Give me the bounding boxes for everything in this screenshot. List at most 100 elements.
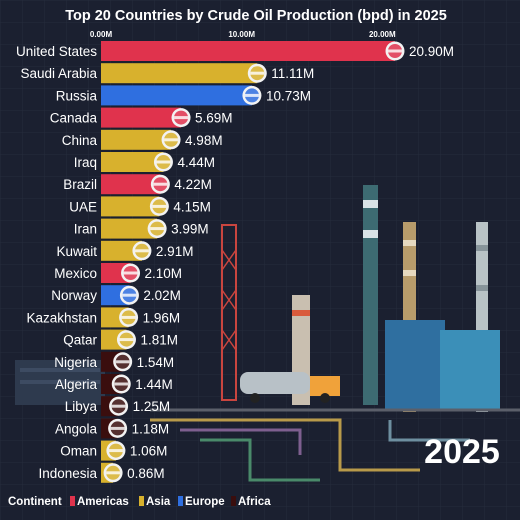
value-label: 4.98M xyxy=(185,133,223,148)
category-label: Libya xyxy=(65,399,98,414)
qatar-flag-icon xyxy=(116,330,136,350)
value-label: 11.11M xyxy=(271,66,314,81)
category-label: Brazil xyxy=(63,177,97,192)
value-label: 1.96M xyxy=(143,310,181,325)
bar xyxy=(101,85,252,106)
bar xyxy=(101,107,182,128)
angola-flag-icon xyxy=(108,418,128,438)
continent-legend: Continent Americas Asia Europe Africa xyxy=(8,496,271,508)
legend-swatch xyxy=(231,496,236,506)
bars-group: United States 20.90M Saudi Arabia 11.11M Rus… xyxy=(16,41,454,483)
bar-row: Indonesia 0.86M xyxy=(38,462,165,483)
category-label: Kuwait xyxy=(56,244,97,259)
bar-row: Angola 1.18M xyxy=(55,418,169,439)
value-label: 4.22M xyxy=(174,177,212,192)
bar-row: China 4.98M xyxy=(62,129,223,150)
uae-flag-icon xyxy=(149,196,169,216)
value-label: 4.15M xyxy=(173,199,211,214)
category-label: Norway xyxy=(51,288,97,303)
legend-item: Asia xyxy=(146,496,171,508)
bar xyxy=(101,196,160,217)
value-label: 20.90M xyxy=(409,44,454,59)
bar-row: Mexico 2.10M xyxy=(54,263,182,283)
category-label: UAE xyxy=(69,199,97,214)
libya-flag-icon xyxy=(109,396,129,416)
value-label: 1.06M xyxy=(130,444,168,459)
x-tick-label: 0.00M xyxy=(90,30,113,39)
bar xyxy=(101,174,161,195)
bar-row: Saudi Arabia 11.11M xyxy=(20,63,314,84)
norway-flag-icon xyxy=(119,285,139,305)
oman-flag-icon xyxy=(106,441,126,461)
canada-flag-icon xyxy=(171,108,191,128)
bar-row: Iran 3.99M xyxy=(74,218,209,239)
algeria-flag-icon xyxy=(111,374,131,394)
bar-row: Algeria 1.44M xyxy=(55,374,173,394)
value-label: 1.25M xyxy=(133,399,171,414)
legend-title: Continent xyxy=(8,496,62,508)
chart-title: Top 20 Countries by Crude Oil Production… xyxy=(65,8,447,24)
bar-row: Libya 1.25M xyxy=(65,396,171,417)
category-label: Saudi Arabia xyxy=(20,66,97,81)
category-label: Oman xyxy=(60,444,97,459)
bar-row: Iraq 4.44M xyxy=(74,152,215,172)
category-label: Mexico xyxy=(54,266,97,281)
kuwait-flag-icon xyxy=(132,241,152,261)
kazakhstan-flag-icon xyxy=(119,307,139,327)
brazil-flag-icon xyxy=(150,174,170,194)
legend-item: Europe xyxy=(185,496,225,508)
x-axis-ticks: 0.00M 10.00M 20.00M xyxy=(90,30,396,39)
bar-row: Canada 5.69M xyxy=(50,107,233,128)
value-label: 1.81M xyxy=(140,333,178,348)
china-flag-icon xyxy=(161,130,181,150)
legend-item: Africa xyxy=(238,496,271,508)
nigeria-flag-icon xyxy=(113,352,133,372)
category-label: Algeria xyxy=(55,377,98,392)
legend-swatch xyxy=(178,496,183,506)
bar-row: Oman 1.06M xyxy=(60,440,168,461)
legend-swatch xyxy=(139,496,144,506)
category-label: Iraq xyxy=(74,155,97,170)
value-label: 1.54M xyxy=(137,355,175,370)
value-label: 5.69M xyxy=(195,111,233,126)
value-label: 10.73M xyxy=(266,88,311,103)
category-label: China xyxy=(62,133,98,148)
bar-row: Brazil 4.22M xyxy=(63,174,212,195)
value-label: 3.99M xyxy=(171,222,209,237)
iraq-flag-icon xyxy=(153,152,173,172)
value-label: 2.91M xyxy=(156,244,194,259)
bar-row: United States 20.90M xyxy=(16,41,454,61)
category-label: Indonesia xyxy=(38,466,97,481)
category-label: Russia xyxy=(56,88,98,103)
legend-item: Americas xyxy=(77,496,129,508)
value-label: 4.44M xyxy=(177,155,215,170)
saudi-flag-icon xyxy=(247,63,267,83)
category-label: Canada xyxy=(50,111,98,126)
bar xyxy=(101,41,395,61)
bar xyxy=(101,240,142,261)
iran-flag-icon xyxy=(147,219,167,239)
bar xyxy=(101,63,258,84)
indonesia-flag-icon xyxy=(103,463,123,483)
bar-row: Norway 2.02M xyxy=(51,285,181,306)
bar-row: Russia 10.73M xyxy=(56,85,311,106)
bar xyxy=(101,152,164,172)
value-label: 2.02M xyxy=(143,288,181,303)
value-label: 0.86M xyxy=(127,466,165,481)
value-label: 2.10M xyxy=(145,266,183,281)
year-label: 2025 xyxy=(424,433,500,471)
category-label: Qatar xyxy=(63,333,97,348)
category-label: Iran xyxy=(74,222,97,237)
bar-row: Kazakhstan 1.96M xyxy=(26,307,181,328)
category-label: United States xyxy=(16,44,97,59)
bar-row: Nigeria 1.54M xyxy=(54,351,175,372)
bar-row: UAE 4.15M xyxy=(69,196,211,217)
bar-row: Qatar 1.81M xyxy=(63,329,178,350)
mexico-flag-icon xyxy=(121,263,141,283)
category-label: Angola xyxy=(55,421,98,436)
category-label: Nigeria xyxy=(54,355,97,370)
value-label: 1.44M xyxy=(135,377,173,392)
